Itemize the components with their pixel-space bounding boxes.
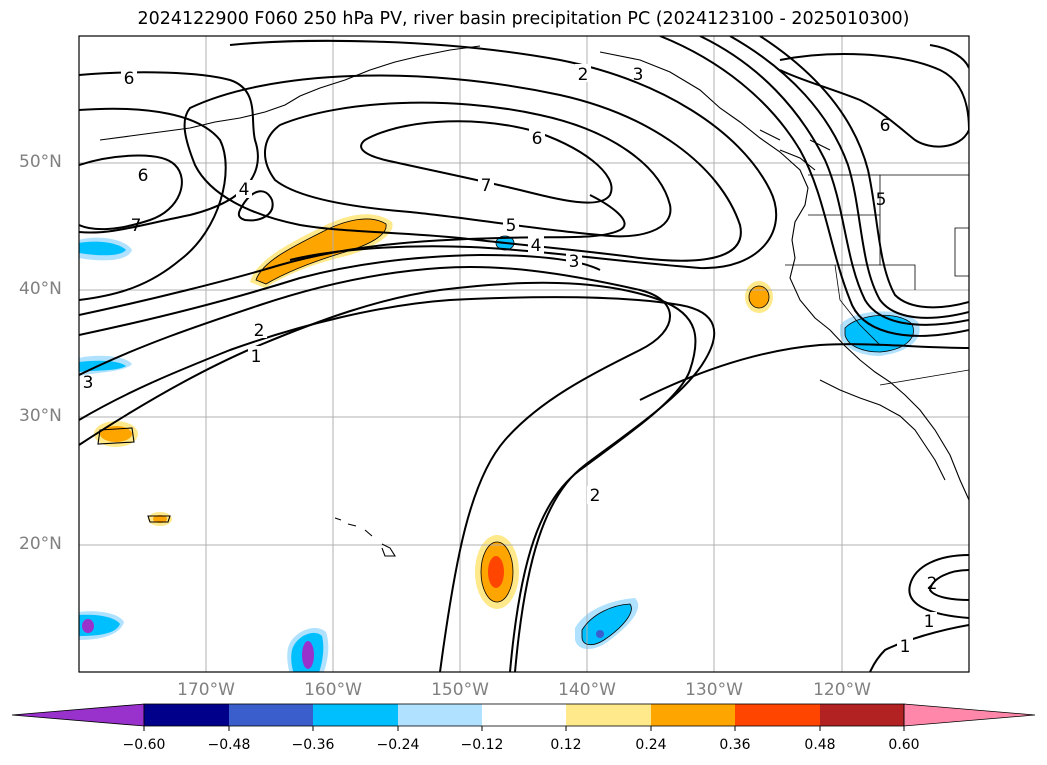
colorbar-segment xyxy=(398,704,482,726)
contour-label: 2 xyxy=(927,574,938,594)
lon-label: 120°W xyxy=(813,680,871,700)
pv-contours xyxy=(79,36,969,672)
contour-label: 6 xyxy=(138,166,149,186)
contour-labels: 6 2 3 6 6 7 5 4 3 6 4 7 5 2 1 3 xyxy=(83,64,938,657)
contour-label: 5 xyxy=(506,216,517,236)
contour-label: 3 xyxy=(569,252,580,272)
contour-label: 1 xyxy=(251,347,262,367)
contour-label: 7 xyxy=(131,216,142,236)
contour-label: 1 xyxy=(924,612,935,632)
contour-label: 6 xyxy=(124,69,135,89)
colorbar-tick-label: 0.24 xyxy=(635,737,667,753)
contour-label: 5 xyxy=(876,190,887,210)
colorbar-segment xyxy=(651,704,735,726)
contour-label: 3 xyxy=(83,373,94,393)
precip-outlines xyxy=(255,218,914,646)
lat-label: 50°N xyxy=(19,152,62,172)
figure-title: 2024122900 F060 250 hPa PV, river basin … xyxy=(137,9,910,29)
colorbar-segment xyxy=(820,704,904,726)
contour-label: 1 xyxy=(900,637,911,657)
colorbar-segment xyxy=(735,704,820,726)
contour-label: 6 xyxy=(532,129,543,149)
colorbar-tick-label: 0.60 xyxy=(888,737,920,753)
lon-label: 150°W xyxy=(431,680,489,700)
map-frame xyxy=(78,35,970,673)
lon-label: 160°W xyxy=(304,680,362,700)
lat-label: 30°N xyxy=(19,406,62,426)
colorbar-tick-label: 0.12 xyxy=(550,737,582,753)
contour-label: 2 xyxy=(254,321,265,341)
colorbar-tick-label: 0.36 xyxy=(719,737,751,753)
colorbar-segment xyxy=(482,704,566,726)
colorbar-tick-label: −0.24 xyxy=(376,737,420,753)
lon-label: 170°W xyxy=(177,680,235,700)
colorbar-tick-label: −0.12 xyxy=(460,737,504,753)
colorbar-tick-label: −0.36 xyxy=(291,737,335,753)
colorbar-segment xyxy=(313,704,398,726)
contour-label: 6 xyxy=(880,116,891,136)
colorbar-segment xyxy=(566,704,651,726)
colorbar-segment xyxy=(229,704,313,726)
colorbar-tick-label: −0.48 xyxy=(207,737,251,753)
colorbar-tick-label: 0.48 xyxy=(804,737,836,753)
colorbar-extend-right xyxy=(903,703,1036,727)
lat-label: 40°N xyxy=(19,279,62,299)
contour-label: 2 xyxy=(590,486,601,506)
coastlines xyxy=(97,45,969,557)
colorbar-segment xyxy=(144,704,229,726)
contour-label: 3 xyxy=(633,65,644,85)
contour-label: 2 xyxy=(578,65,589,85)
contour-label: 4 xyxy=(531,236,542,256)
contour-label: 7 xyxy=(481,176,492,196)
political-borders xyxy=(785,174,969,386)
contour-label: 4 xyxy=(239,180,250,200)
graticule xyxy=(79,36,969,672)
colorbar xyxy=(11,703,1036,731)
colorbar-extend-left xyxy=(11,703,145,727)
colorbar-tick-label: −0.60 xyxy=(122,737,166,753)
lat-label: 20°N xyxy=(19,534,62,554)
lon-label: 140°W xyxy=(558,680,616,700)
lon-label: 130°W xyxy=(685,680,743,700)
